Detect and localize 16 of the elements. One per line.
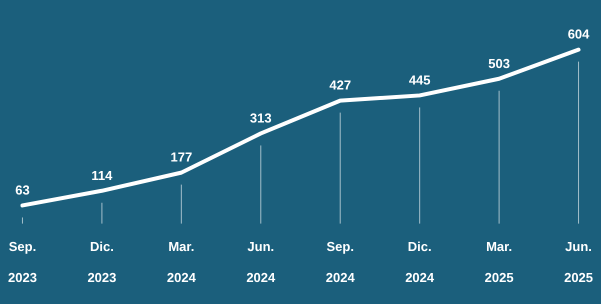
data-label: 63 (15, 182, 30, 198)
category-label: Dic. 2024 (405, 238, 434, 285)
category-label: Sep. 2023 (8, 238, 37, 285)
category-label: Dic. 2023 (87, 238, 116, 285)
category-label: Jun. 2025 (564, 238, 593, 285)
category-label: Jun. 2024 (246, 238, 276, 285)
category-label: Mar. 2024 (166, 238, 196, 285)
data-label: 503 (488, 56, 510, 71)
data-label: 177 (170, 150, 192, 165)
data-label: 445 (408, 72, 431, 88)
data-label: 427 (329, 78, 352, 93)
data-label: 114 (91, 168, 114, 183)
category-label: Mar. 2025 (484, 238, 514, 285)
data-label: 604 (568, 26, 590, 42)
category-label: Sep. 2024 (326, 238, 355, 285)
data-label: 313 (250, 110, 272, 126)
